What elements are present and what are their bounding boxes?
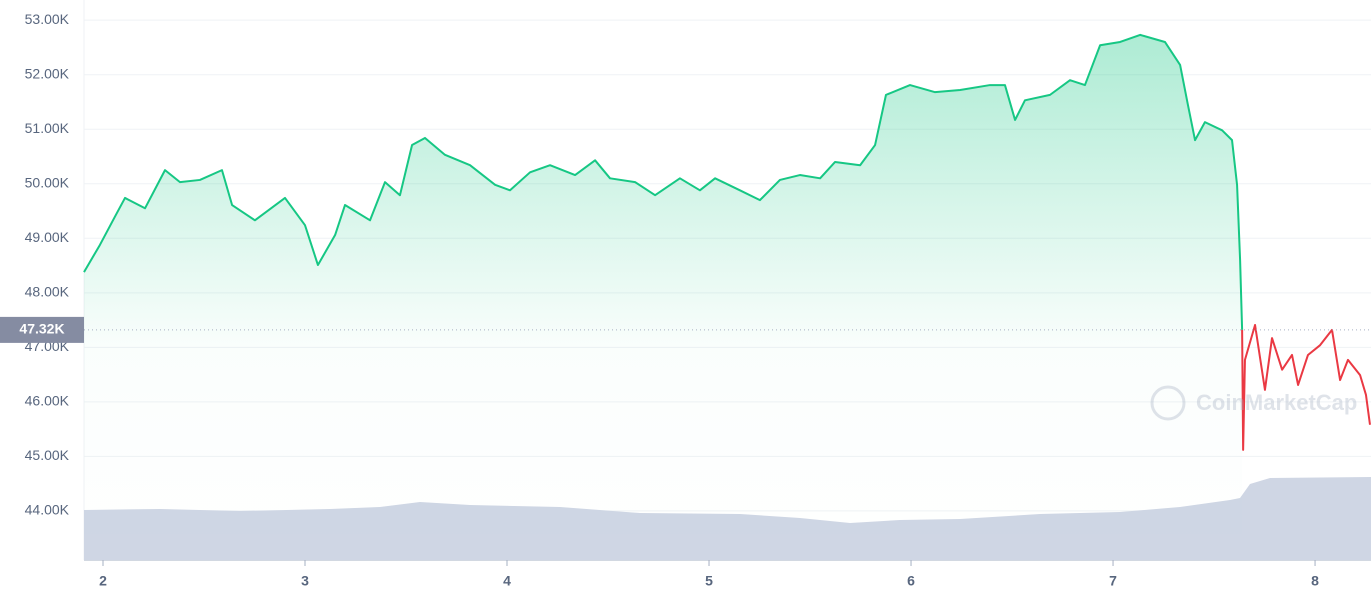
- y-tick-label: 50.00K: [25, 174, 70, 190]
- area-fill: [84, 34, 1243, 560]
- x-tick-label: 3: [301, 573, 309, 589]
- watermark-logo: [1150, 385, 1186, 421]
- x-tick-label: 8: [1311, 573, 1319, 589]
- watermark: CoinMarketCap: [1150, 385, 1357, 421]
- y-tick-label: 51.00K: [25, 120, 70, 136]
- y-tick-label: 48.00K: [25, 284, 70, 300]
- current-price-box: [0, 316, 84, 343]
- y-tick-label: 49.00K: [25, 229, 70, 245]
- x-tick-label: 7: [1109, 573, 1117, 589]
- price-line: [83, 33, 1244, 330]
- x-tick-label: 4: [503, 573, 511, 589]
- price-line: [1241, 323, 1371, 451]
- y-tick-label: 53.00K: [25, 11, 70, 27]
- y-tick-label: 45.00K: [25, 447, 70, 463]
- x-tick-label: 6: [907, 573, 915, 589]
- y-tick-label: 44.00K: [25, 502, 70, 518]
- watermark-text: CoinMarketCap: [1196, 390, 1357, 415]
- current-price-label: 47.32K: [19, 321, 64, 337]
- x-tick-label: 5: [705, 573, 713, 589]
- y-tick-label: 46.00K: [25, 393, 70, 409]
- y-tick-label: 52.00K: [25, 65, 70, 81]
- x-tick-label: 2: [99, 573, 107, 589]
